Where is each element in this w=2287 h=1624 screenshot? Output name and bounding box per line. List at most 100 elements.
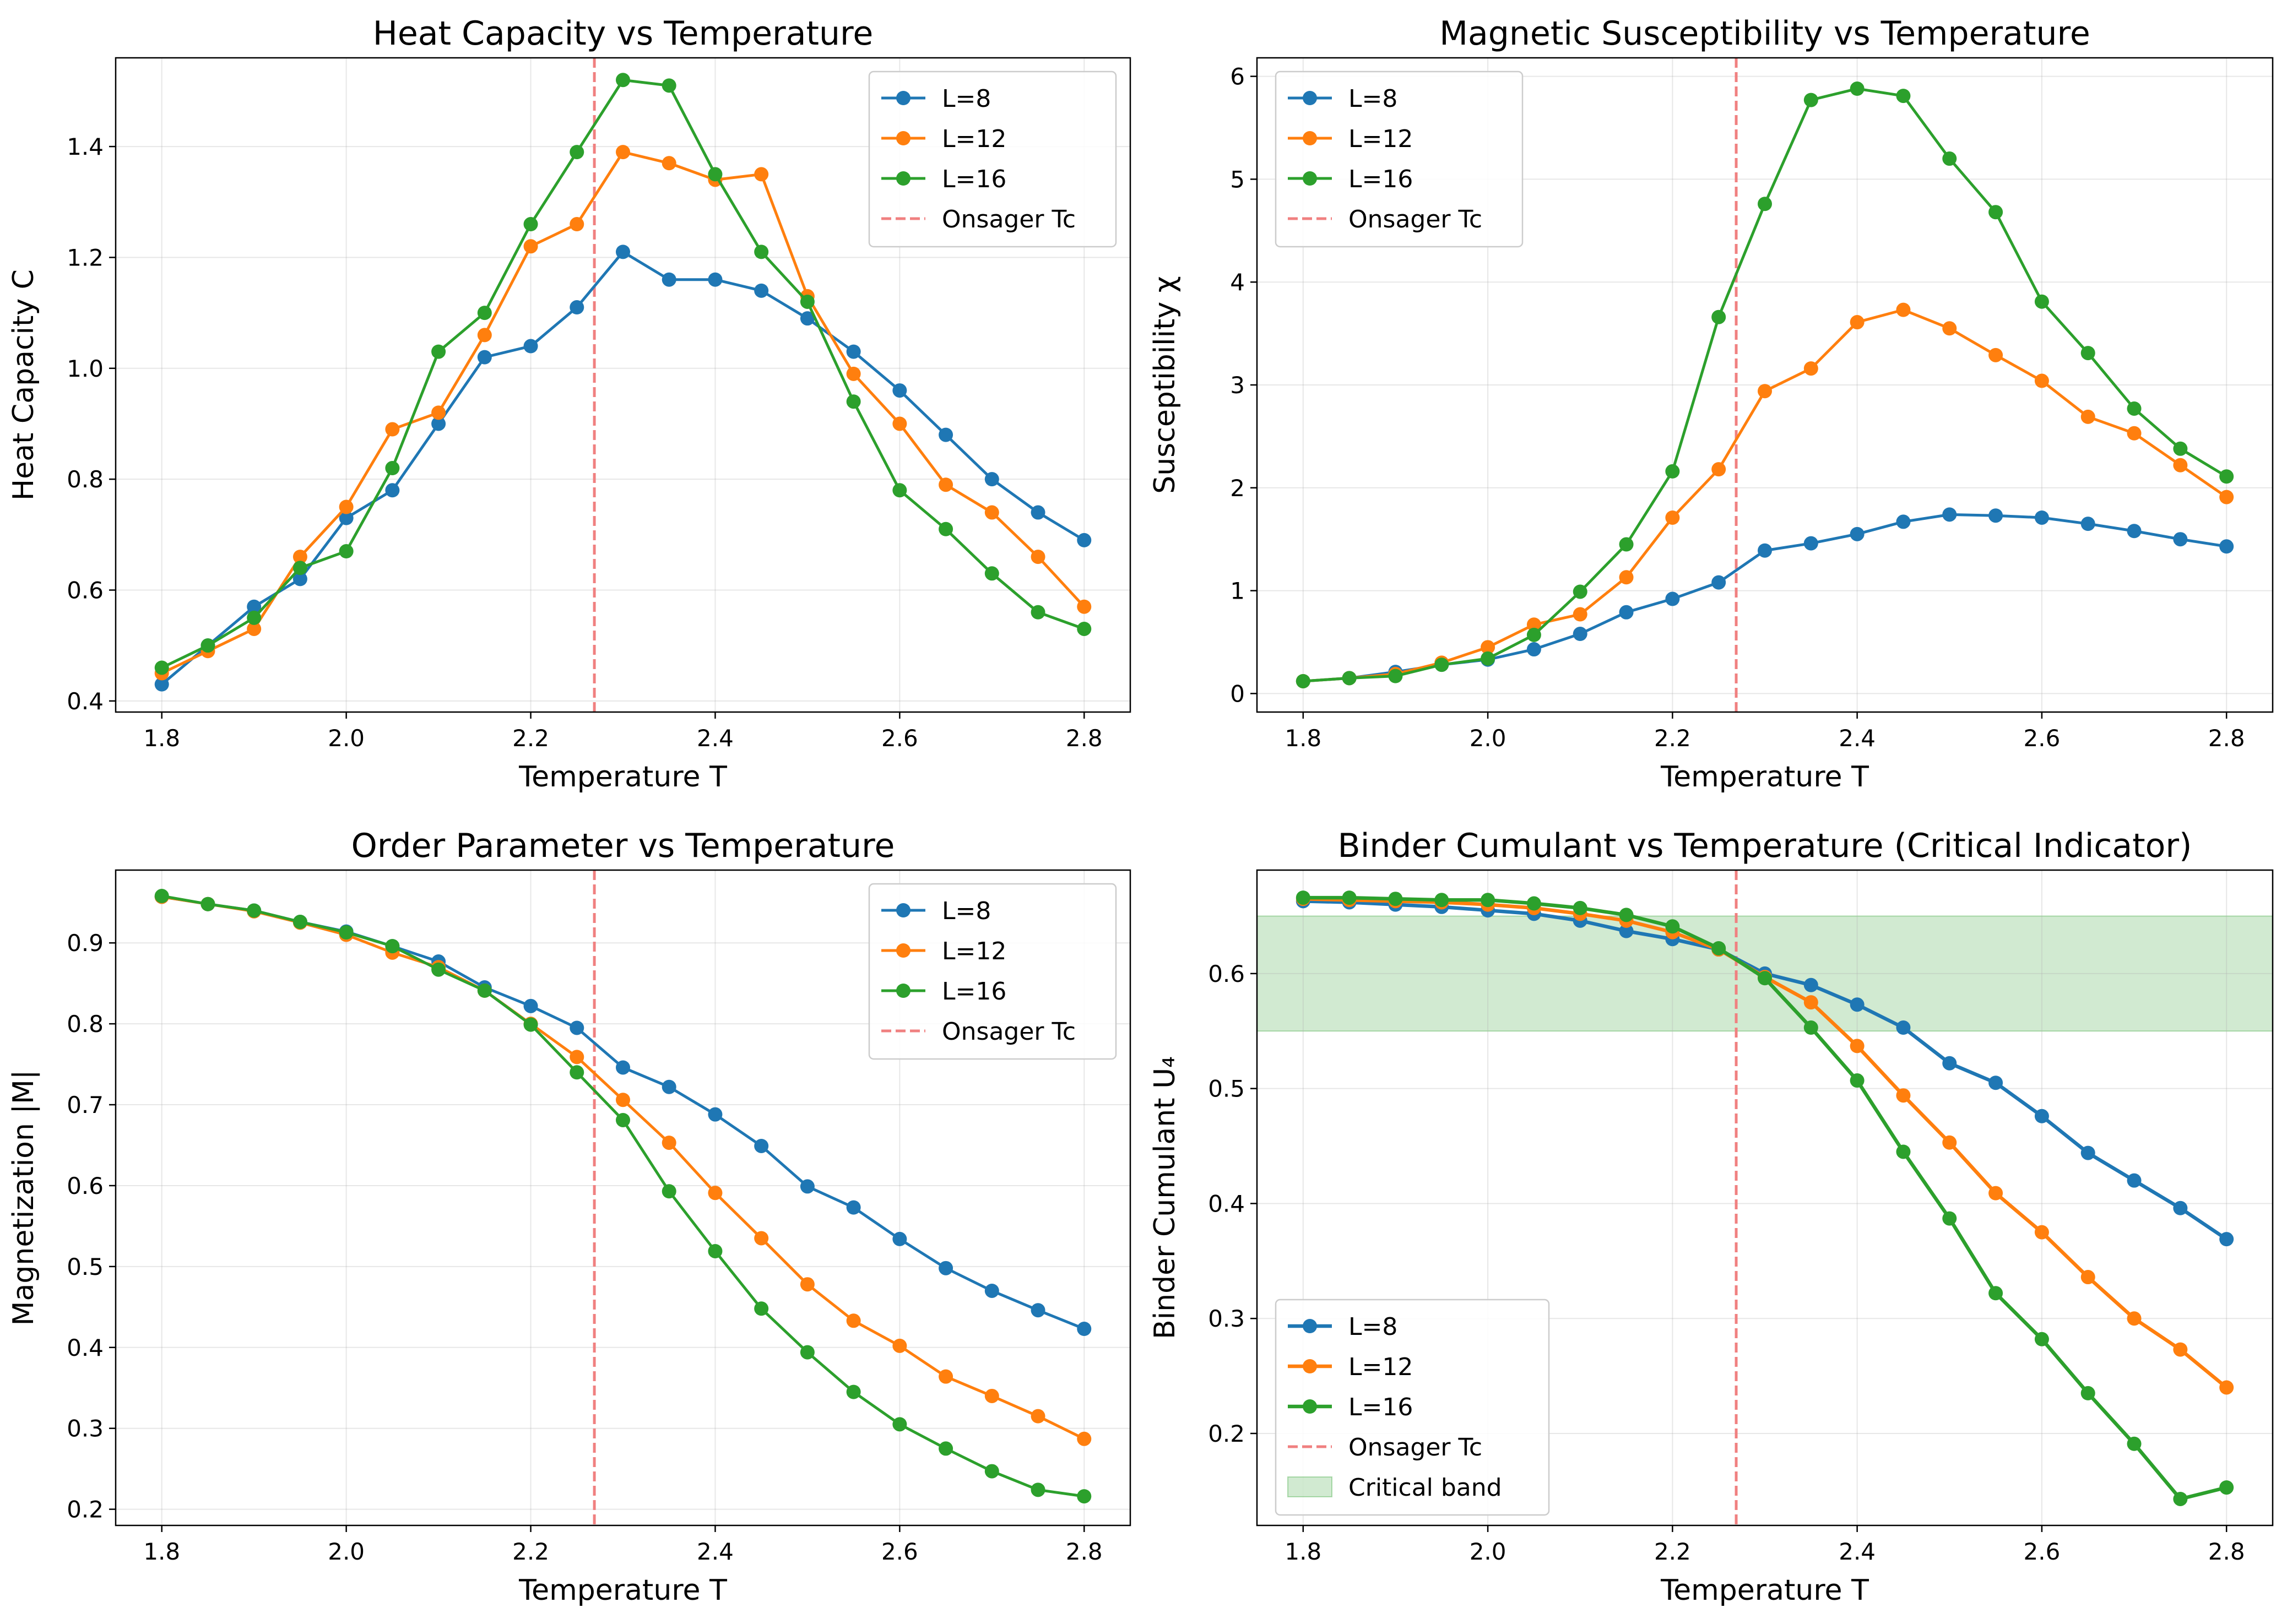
- data-point: [939, 522, 953, 536]
- data-point: [1077, 1431, 1092, 1446]
- data-point: [1388, 892, 1403, 906]
- legend-label: L=16: [942, 977, 1006, 1006]
- data-point: [1896, 1088, 1911, 1103]
- legend-label: L=8: [942, 897, 991, 925]
- data-point: [708, 1107, 723, 1122]
- x-axis-label: Temperature T: [518, 761, 727, 794]
- data-point: [800, 294, 815, 309]
- chart-title: Heat Capacity vs Temperature: [373, 14, 874, 53]
- data-point: [616, 1060, 630, 1075]
- data-point: [2080, 517, 2095, 531]
- data-point: [431, 344, 446, 359]
- data-point: [1031, 605, 1045, 620]
- data-point: [1573, 627, 1587, 642]
- data-point: [2173, 458, 2188, 472]
- data-point: [1942, 321, 1957, 336]
- data-point: [1711, 941, 1726, 955]
- data-point: [1988, 1186, 2003, 1201]
- data-point: [1988, 205, 2003, 220]
- data-point: [1665, 510, 1680, 525]
- data-point: [800, 1345, 815, 1360]
- data-point: [154, 677, 169, 692]
- legend-handle-marker: [1303, 91, 1317, 105]
- x-tick-label: 2.8: [2208, 725, 2245, 752]
- legend-label: Onsager Tc: [1348, 205, 1482, 233]
- data-point: [2219, 1480, 2234, 1495]
- y-tick-label: 0.5: [67, 1253, 104, 1280]
- x-tick-label: 2.4: [697, 1538, 734, 1565]
- data-point: [385, 939, 400, 954]
- panels: 1.8 2.0 2.2 2.4 2.6 2.8 0.4 0.6 0.8 1.0 1.2 1.4 Heat…: [7, 14, 2274, 1607]
- y-tick-label: 1.4: [67, 133, 104, 160]
- y-tick-label: 5: [1230, 166, 1245, 193]
- chart-panel-4: 1.8 2.0 2.2 2.4 2.6 2.8 0.2 0.3 0.4 0.5 0.6 Binder …: [1148, 827, 2274, 1607]
- data-point: [1434, 893, 1449, 908]
- legend: L=8 L=12 L=16 Onsager Tc: [868, 70, 1117, 248]
- data-point: [200, 897, 215, 911]
- data-point: [477, 350, 492, 365]
- legend-handle-marker: [1303, 131, 1317, 145]
- data-point: [662, 156, 676, 171]
- x-tick-label: 2.2: [1654, 1538, 1691, 1565]
- data-point: [1803, 995, 1818, 1010]
- data-point: [939, 1261, 953, 1275]
- data-point: [892, 1417, 907, 1432]
- data-point: [1619, 605, 1634, 620]
- data-point: [1077, 1489, 1092, 1504]
- data-point: [1850, 82, 1865, 96]
- data-point: [2127, 1436, 2142, 1451]
- y-tick-label: 0.6: [1208, 960, 1245, 987]
- data-point: [1850, 997, 1865, 1012]
- data-point: [1296, 890, 1310, 905]
- data-point: [984, 1464, 999, 1479]
- y-tick-label: 0.3: [1208, 1305, 1245, 1332]
- x-tick-label: 1.8: [1285, 725, 1321, 752]
- data-point: [708, 167, 723, 182]
- x-tick-label: 1.8: [143, 1538, 180, 1565]
- data-point: [1942, 507, 1957, 522]
- data-point: [1031, 505, 1045, 520]
- data-point: [1803, 361, 1818, 376]
- data-point: [1711, 575, 1726, 590]
- data-point: [247, 621, 262, 636]
- legend-label: L=8: [1348, 85, 1397, 113]
- data-point: [1988, 508, 2003, 523]
- data-point: [939, 1369, 953, 1384]
- data-point: [1342, 890, 1357, 905]
- data-point: [1077, 1322, 1092, 1336]
- x-axis-label: Temperature T: [1660, 1574, 1869, 1607]
- data-point: [1031, 550, 1045, 564]
- data-point: [1942, 151, 1957, 166]
- data-point: [1342, 671, 1357, 686]
- x-tick-label: 2.6: [2024, 1538, 2061, 1565]
- data-point: [292, 561, 307, 575]
- data-point: [523, 998, 538, 1013]
- data-point: [1850, 526, 1865, 541]
- data-point: [2080, 1145, 2095, 1160]
- y-tick-label: 0.9: [67, 930, 104, 957]
- data-point: [1988, 1076, 2003, 1090]
- data-point: [523, 1017, 538, 1032]
- data-point: [754, 167, 769, 182]
- data-point: [1896, 1144, 1911, 1159]
- data-point: [2034, 1332, 2049, 1346]
- data-point: [800, 1277, 815, 1292]
- data-point: [662, 1184, 676, 1199]
- y-tick-label: 0.7: [67, 1091, 104, 1118]
- x-tick-label: 2.4: [697, 725, 734, 752]
- series-group: [1296, 82, 2234, 688]
- data-point: [846, 1384, 861, 1399]
- legend-label: L=12: [942, 937, 1006, 965]
- data-point: [570, 300, 584, 315]
- data-point: [984, 1283, 999, 1298]
- plot-frame: [1256, 57, 2274, 713]
- data-point: [2080, 346, 2095, 361]
- chart-title: Order Parameter vs Temperature: [351, 827, 895, 865]
- legend-handle-marker: [896, 943, 911, 958]
- data-point: [1758, 971, 1772, 986]
- data-point: [939, 427, 953, 442]
- legend-handle-marker: [896, 171, 911, 186]
- data-point: [984, 472, 999, 487]
- x-tick-label: 1.8: [143, 725, 180, 752]
- legend-handle-marker: [1303, 1319, 1317, 1333]
